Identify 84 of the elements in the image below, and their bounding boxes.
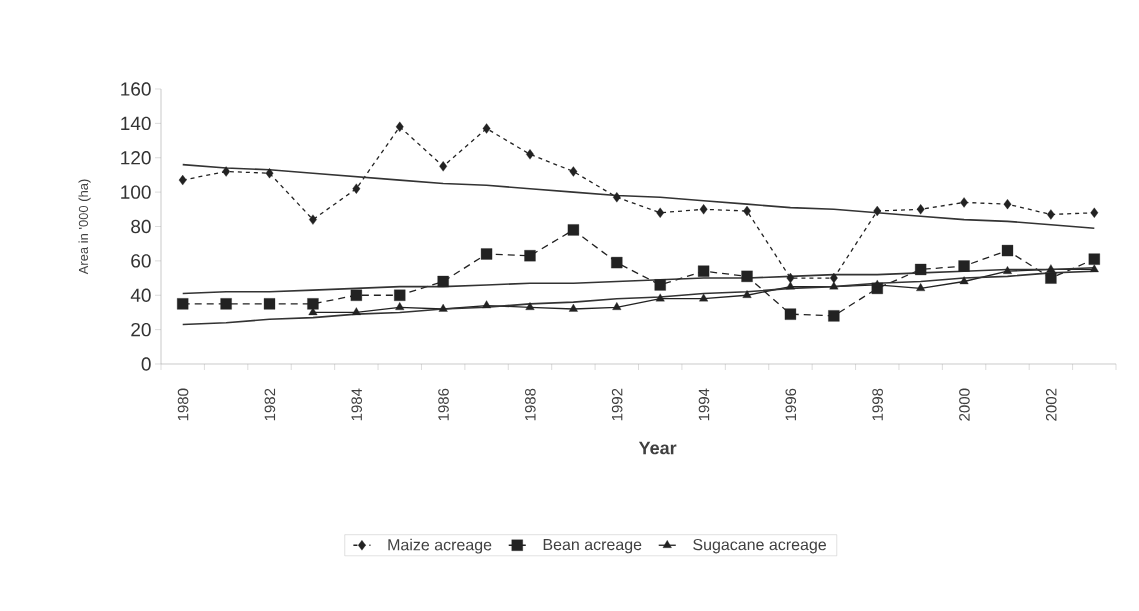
y-tick-label: 160 <box>121 82 151 96</box>
point <box>395 302 405 310</box>
x-tick-label: 1994 <box>698 388 710 421</box>
point <box>568 303 578 312</box>
point <box>916 204 925 215</box>
x-tick-label: 1982 <box>264 388 276 421</box>
point <box>567 224 580 236</box>
point <box>960 197 968 208</box>
point <box>177 298 189 310</box>
x-tick-label: 1996 <box>785 388 797 421</box>
point <box>785 281 795 290</box>
point <box>784 308 797 320</box>
point <box>958 260 970 272</box>
point <box>395 121 404 132</box>
point <box>220 298 232 310</box>
point <box>1046 264 1056 273</box>
point <box>265 168 274 179</box>
point <box>480 248 493 260</box>
point <box>742 290 752 298</box>
point <box>656 207 665 218</box>
x-tick-label: 2000 <box>959 388 970 421</box>
point <box>828 310 840 322</box>
point <box>352 183 361 194</box>
legend-label: Maize acreage <box>388 538 492 554</box>
point <box>524 250 536 262</box>
point <box>829 272 838 284</box>
point <box>351 307 361 316</box>
point <box>915 263 927 276</box>
point <box>1090 207 1099 218</box>
point <box>482 300 492 309</box>
point <box>439 161 448 172</box>
x-tick-label: 1988 <box>525 388 536 421</box>
point <box>307 298 319 310</box>
point <box>1003 199 1012 210</box>
point <box>959 276 969 285</box>
x-tick-label: 1992 <box>611 388 623 421</box>
point <box>611 256 623 269</box>
x-tick-label: 1986 <box>438 388 449 421</box>
x-tick-label: 1980 <box>177 388 189 421</box>
x-tick-label: 1998 <box>872 388 883 421</box>
point <box>916 283 926 292</box>
y-tick-label: 100 <box>121 185 151 199</box>
point <box>655 293 665 302</box>
point <box>873 205 882 217</box>
y-tick-label: 120 <box>121 151 151 165</box>
point <box>1047 209 1055 220</box>
y-tick-label: 40 <box>130 288 151 302</box>
point <box>612 302 622 310</box>
point <box>699 204 708 215</box>
point <box>526 149 534 160</box>
y-tick-label: 140 <box>121 116 151 131</box>
y-tick-label: 20 <box>131 322 151 337</box>
y-tick-label: 80 <box>131 219 151 234</box>
x-tick-label: 2002 <box>1045 388 1057 421</box>
y-tick-label: 60 <box>131 254 151 268</box>
point <box>699 293 709 302</box>
point <box>394 289 406 301</box>
point <box>482 123 491 134</box>
point <box>1045 272 1057 284</box>
point <box>1001 244 1014 257</box>
point <box>263 298 276 310</box>
point <box>1003 266 1012 274</box>
point <box>1089 264 1099 273</box>
point <box>438 303 448 312</box>
point <box>654 279 666 291</box>
y-axis-title: Area in '000 (ha) <box>78 179 91 275</box>
point <box>829 281 839 290</box>
point <box>1088 253 1100 265</box>
point <box>437 275 449 288</box>
point <box>569 166 578 177</box>
x-tick-label: 1984 <box>351 388 363 421</box>
point <box>178 174 187 186</box>
point <box>309 214 317 225</box>
point <box>786 272 795 284</box>
x-axis-title: Year <box>638 441 677 455</box>
legend-label: Sugacane acreage <box>693 538 827 554</box>
point <box>612 192 621 203</box>
point <box>222 166 231 177</box>
y-tick-label: 0 <box>141 357 151 371</box>
point <box>697 265 710 277</box>
point <box>350 289 362 301</box>
point <box>525 302 535 310</box>
point <box>741 270 753 282</box>
legend-label: Bean acreage <box>543 538 642 554</box>
